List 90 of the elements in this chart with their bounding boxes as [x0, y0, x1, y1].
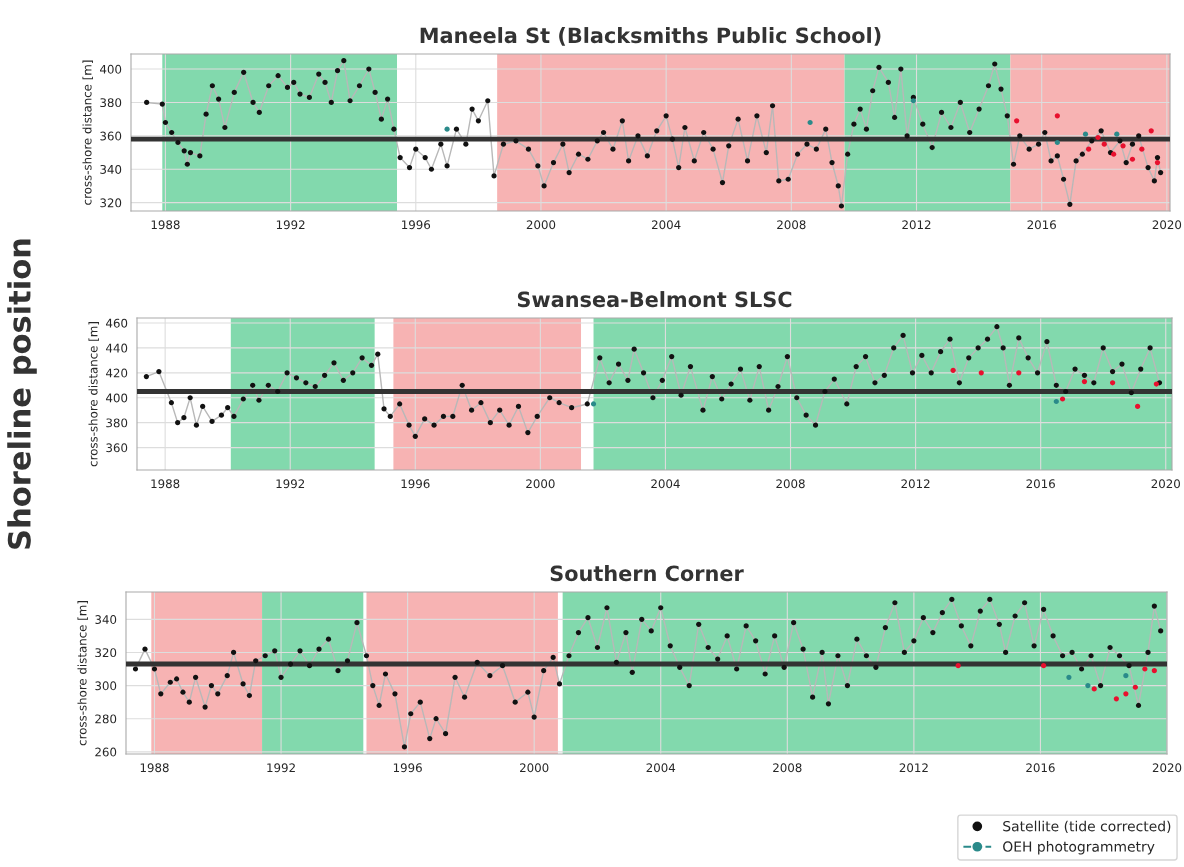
point — [1086, 146, 1092, 152]
point — [1153, 381, 1159, 387]
x-tick-label: 2016 — [1027, 220, 1056, 230]
x-tick-label: 2012 — [902, 220, 931, 230]
point — [1154, 159, 1161, 166]
x-tick-label: 1992 — [276, 479, 305, 489]
y-tick-label: 300 — [95, 681, 117, 691]
point — [1095, 134, 1101, 141]
chart-title: Southern Corner — [550, 565, 744, 582]
point — [1148, 128, 1154, 134]
point — [807, 119, 813, 126]
chart-title: Maneela St (Blacksmiths Public School) — [420, 27, 881, 46]
chart-title: Swansea-Belmont SLSC — [517, 291, 792, 308]
x-tick-label: 1996 — [401, 479, 430, 489]
point — [1114, 131, 1120, 137]
x-tick-label: 2004 — [651, 479, 680, 489]
y-tick-label: 320 — [95, 648, 117, 658]
y-tick-label: 260 — [95, 747, 117, 757]
point — [955, 663, 961, 669]
y-tick-label: 360 — [100, 131, 122, 141]
x-tick-label: 2012 — [901, 479, 930, 489]
point — [1135, 403, 1141, 410]
y-tick-label: 400 — [106, 393, 128, 403]
point — [1016, 370, 1022, 376]
y-tick-label: 280 — [95, 714, 117, 724]
point — [1111, 151, 1117, 157]
point — [978, 370, 984, 376]
legend-label: Satellite (tide corrected) — [1003, 820, 1171, 834]
x-tick-label: 1992 — [276, 220, 305, 230]
x-tick-label: 2008 — [773, 763, 802, 773]
point — [1113, 696, 1119, 702]
x-tick-label: 2004 — [646, 763, 676, 773]
point — [444, 126, 450, 132]
y-tick-label: 440 — [106, 343, 128, 353]
text: Shoreline position — [7, 239, 37, 549]
point — [1151, 668, 1157, 674]
x-tick-label: 1996 — [393, 763, 422, 773]
x-tick-label: 2000 — [526, 479, 555, 489]
y-tick-label: 340 — [100, 164, 122, 174]
y-tick-label: 380 — [100, 98, 122, 108]
x-tick-label: 1988 — [151, 220, 180, 230]
point — [1014, 118, 1020, 124]
y-tick-label: 400 — [100, 64, 122, 74]
y-axis-title: cross-shore distance [m] — [82, 60, 93, 205]
x-tick-label: 2008 — [777, 220, 806, 230]
x-tick-label: 1996 — [402, 220, 431, 230]
x-tick-label: 2000 — [520, 763, 549, 773]
point — [1054, 139, 1060, 146]
point — [1082, 131, 1089, 137]
point — [1059, 396, 1066, 402]
point — [1132, 684, 1138, 690]
y-tick-label: 420 — [106, 368, 128, 378]
x-tick-label: 2016 — [1026, 479, 1055, 489]
point — [1129, 156, 1136, 162]
point — [1120, 143, 1126, 149]
x-tick-label: 2016 — [1026, 763, 1055, 773]
x-tick-label: 2000 — [526, 220, 556, 230]
y-tick-label: 380 — [106, 418, 128, 428]
point — [1123, 673, 1129, 679]
x-tick-label: 1988 — [140, 763, 169, 773]
point — [1053, 398, 1059, 405]
y-tick-label: 360 — [106, 443, 128, 453]
x-tick-label: 1992 — [267, 763, 295, 773]
x-tick-label: 2012 — [899, 763, 928, 773]
x-tick-label: 1988 — [151, 479, 180, 489]
point — [1081, 378, 1088, 385]
x-tick-label: 2020 — [1152, 763, 1182, 773]
x-tick-label: 2004 — [651, 220, 681, 230]
y-tick-label: 320 — [100, 198, 122, 208]
point — [1054, 113, 1060, 119]
point — [950, 367, 956, 373]
point — [1066, 674, 1072, 680]
y-axis-title: cross-shore distance [m] — [77, 601, 88, 746]
y-tick-label: 460 — [106, 318, 128, 328]
point — [1085, 682, 1091, 689]
point — [1123, 691, 1129, 697]
point — [910, 98, 916, 104]
point — [590, 401, 597, 407]
point — [1091, 686, 1097, 692]
legend-label: OEH photogrammetry — [1003, 841, 1155, 855]
point — [1109, 380, 1116, 386]
x-tick-label: 2020 — [1151, 479, 1180, 489]
y-tick-label: 340 — [95, 615, 117, 624]
point — [1139, 146, 1145, 152]
y-axis-title: cross-shore distance [m] — [88, 322, 99, 467]
x-tick-label: 2020 — [1152, 220, 1182, 230]
point — [1041, 663, 1047, 669]
x-tick-label: 2008 — [776, 479, 805, 489]
point — [1142, 666, 1148, 672]
point — [1101, 141, 1107, 147]
